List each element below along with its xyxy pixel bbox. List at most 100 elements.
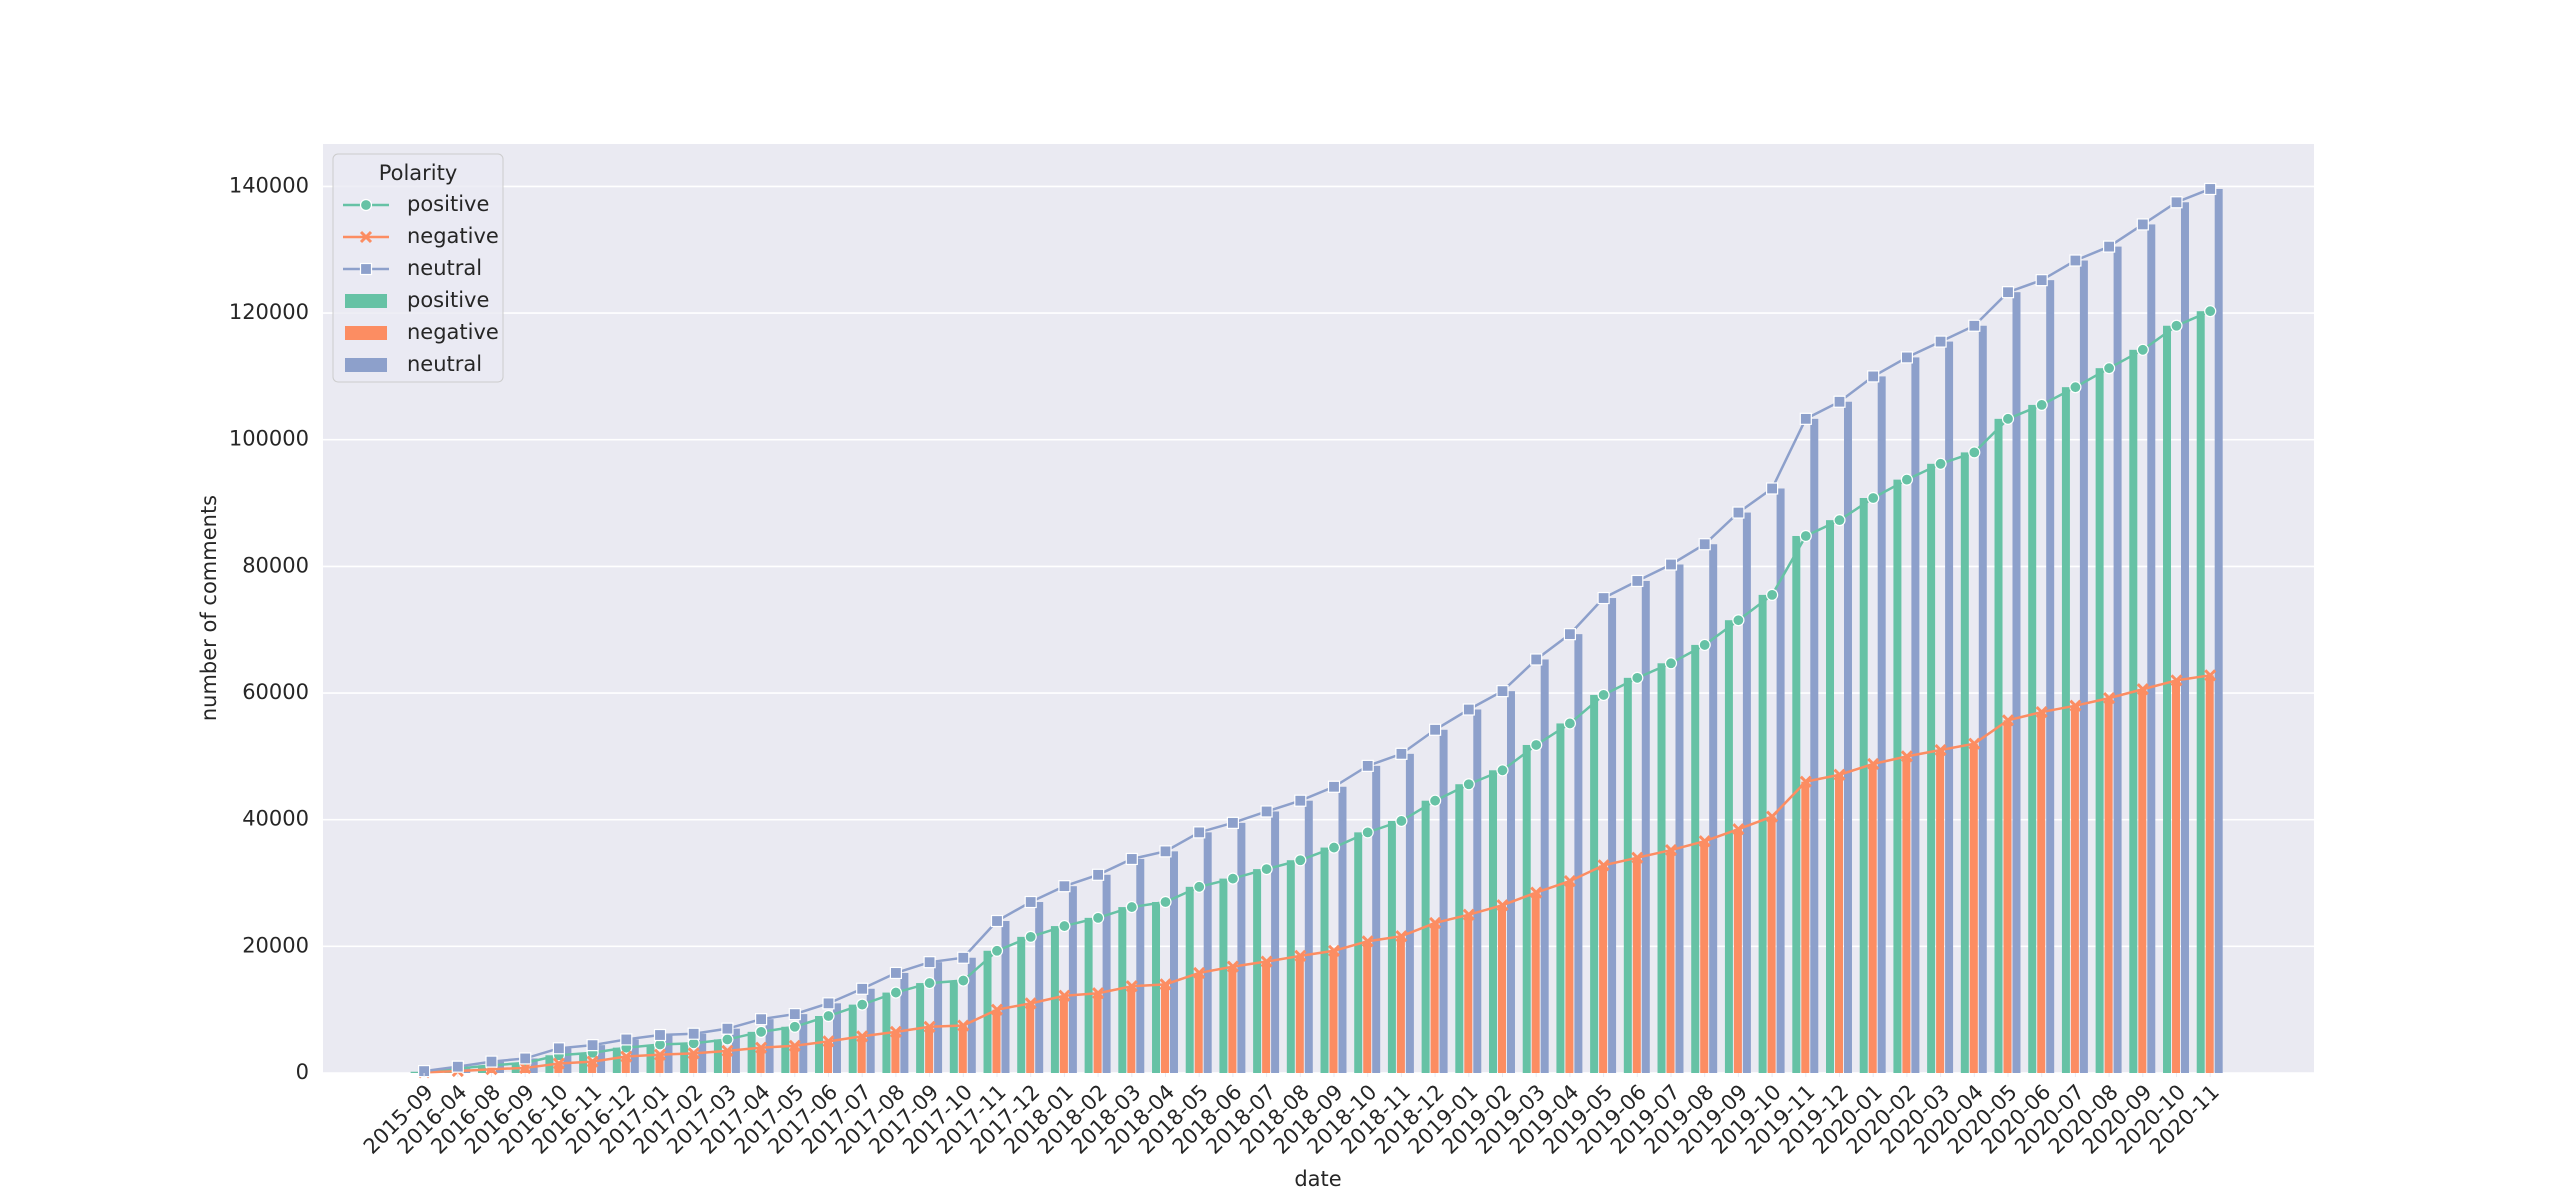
bar	[1329, 950, 1338, 1073]
line-marker	[1799, 412, 1812, 425]
y-tick-label: 60000	[242, 680, 309, 704]
line-marker	[856, 982, 869, 995]
line-marker	[1226, 960, 1239, 973]
line-marker	[721, 1033, 734, 1046]
legend-label: positive	[407, 288, 489, 312]
bar	[1387, 820, 1396, 1073]
bar	[2180, 202, 2189, 1074]
legend-box	[332, 153, 504, 383]
bar	[655, 1054, 664, 1073]
legend-marker	[359, 230, 373, 244]
line-marker	[822, 997, 835, 1010]
bar	[2028, 404, 2037, 1073]
line-marker	[1867, 370, 1880, 383]
bar	[1936, 750, 1945, 1073]
bar	[925, 1026, 934, 1073]
line-marker	[1125, 852, 1138, 866]
line-marker	[1395, 814, 1408, 828]
line-marker	[1968, 446, 1981, 459]
bar	[1136, 858, 1145, 1073]
bar	[554, 1063, 563, 1073]
bar	[832, 1003, 841, 1073]
bar	[2163, 325, 2172, 1074]
line	[424, 674, 2211, 1074]
line-marker	[889, 966, 903, 980]
bar	[2214, 188, 2223, 1074]
bar	[1203, 832, 1212, 1073]
line-marker	[1799, 529, 1812, 543]
bar	[2079, 260, 2088, 1074]
y-tick-label: 80000	[242, 553, 309, 577]
legend-swatch	[345, 294, 387, 308]
line-marker	[1260, 955, 1273, 968]
line-marker	[2103, 692, 2116, 705]
line-marker	[721, 1044, 734, 1057]
bar	[1219, 878, 1228, 1073]
bar	[612, 1047, 621, 1073]
legend-label: positive	[407, 192, 489, 216]
line-marker	[923, 1020, 936, 1033]
line-marker	[1462, 908, 1475, 921]
line-marker	[2001, 412, 2015, 425]
line-marker	[2035, 274, 2048, 287]
line-marker	[2069, 699, 2082, 712]
bar	[1068, 886, 1077, 1073]
y-tick-label: 100000	[229, 427, 309, 451]
bar	[1574, 634, 1583, 1073]
bar	[1531, 892, 1540, 1073]
bar	[1489, 770, 1498, 1073]
bar	[1161, 984, 1169, 1073]
bar	[1354, 832, 1363, 1073]
bar	[2070, 705, 2079, 1073]
y-axis-label: number of comments	[197, 495, 221, 721]
bar	[2012, 292, 2021, 1073]
legend: Polarity positive negative neutral positive n…	[332, 153, 504, 383]
legend-title: Polarity	[379, 161, 458, 185]
line-marker	[1092, 987, 1105, 1000]
line-marker	[990, 944, 1004, 957]
legend-label: neutral	[407, 352, 482, 376]
line-marker	[1597, 591, 1610, 605]
bar	[2037, 712, 2046, 1073]
line-marker	[2170, 196, 2183, 209]
bar	[1724, 620, 1733, 1073]
bar	[1498, 905, 1506, 1073]
line-marker	[2204, 305, 2217, 318]
line-marker	[1429, 794, 1442, 807]
bar	[1969, 743, 1978, 1073]
bar	[824, 1041, 832, 1073]
line-marker	[1934, 457, 1947, 470]
x-axis-label: date	[1294, 1167, 1341, 1191]
line-marker	[1530, 653, 1543, 666]
bar	[1035, 902, 1044, 1073]
line-marker	[923, 956, 936, 969]
line-marker	[1530, 738, 1543, 752]
bar	[1590, 694, 1599, 1073]
line-marker	[519, 1061, 532, 1074]
bar	[1295, 955, 1304, 1073]
bar	[1540, 659, 1549, 1073]
bar	[1859, 497, 1868, 1073]
line-marker	[1530, 886, 1543, 899]
line-marker	[2069, 381, 2082, 394]
bar	[1945, 341, 1954, 1073]
bar	[1978, 325, 1987, 1074]
bar	[563, 1048, 572, 1073]
line-marker	[1226, 816, 1240, 829]
line-marker	[1732, 614, 1745, 627]
bar	[1262, 961, 1271, 1073]
bar	[2061, 387, 2070, 1073]
line-marker	[755, 1041, 768, 1054]
line-marker	[1193, 966, 1206, 980]
line-marker	[653, 1028, 667, 1042]
bar	[1185, 886, 1194, 1073]
line-marker	[1833, 395, 1846, 408]
bar	[1320, 847, 1329, 1073]
line-marker	[957, 951, 970, 964]
y-tick-label: 140000	[229, 173, 309, 197]
bar	[1506, 691, 1515, 1073]
line-marker	[1327, 841, 1341, 854]
bar	[1835, 774, 1843, 1073]
bar	[410, 1071, 419, 1073]
bar	[1169, 851, 1178, 1073]
